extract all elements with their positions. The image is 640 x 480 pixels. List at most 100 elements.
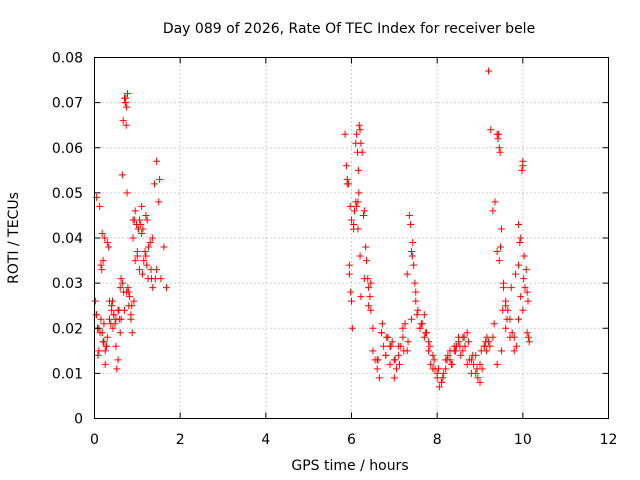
- data-point: [123, 103, 131, 111]
- data-point: [138, 270, 146, 278]
- y-tick-label: 0.03: [52, 276, 83, 292]
- data-point: [109, 324, 117, 332]
- data-point: [122, 121, 130, 129]
- data-point: [493, 248, 501, 256]
- data-point: [144, 243, 152, 251]
- y-tick-label: 0.07: [52, 96, 83, 112]
- data-point: [143, 216, 151, 224]
- data-point: [482, 338, 490, 346]
- data-point: [435, 383, 443, 391]
- x-tick-label: 0: [90, 432, 99, 448]
- data-point: [350, 207, 358, 215]
- data-point: [523, 288, 531, 296]
- y-tick-labels: 0 0.01 0.02 0.03 0.04 0.05 0.06 0.07 0.08: [52, 51, 83, 428]
- data-point: [143, 261, 151, 269]
- data-point: [387, 342, 395, 350]
- data-point: [151, 275, 159, 283]
- data-point: [400, 347, 408, 355]
- data-point: [105, 315, 113, 323]
- data-point: [407, 220, 415, 228]
- data-point: [443, 356, 451, 364]
- data-point: [515, 315, 523, 323]
- data-point: [112, 342, 120, 350]
- data-point: [521, 284, 529, 292]
- data-point: [102, 342, 110, 350]
- data-point: [365, 302, 373, 310]
- data-point: [357, 293, 365, 301]
- data-point: [129, 234, 137, 242]
- data-point: [485, 67, 493, 75]
- data-point: [142, 211, 150, 219]
- data-point: [469, 351, 477, 359]
- data-point: [391, 356, 399, 364]
- data-point: [118, 171, 126, 179]
- data-point: [354, 198, 362, 206]
- x-axis-label: GPS time / hours: [291, 458, 408, 474]
- data-point: [524, 297, 532, 305]
- data-point: [153, 157, 161, 165]
- data-point: [399, 333, 407, 341]
- data-point: [456, 342, 464, 350]
- x-tick-label: 4: [261, 432, 270, 448]
- x-tick-labels: 0 2 4 6 8 10 12: [90, 432, 617, 448]
- data-point: [342, 162, 350, 170]
- data-point: [356, 252, 364, 260]
- data-point: [95, 347, 103, 355]
- data-point: [407, 248, 415, 256]
- data-point: [131, 207, 139, 215]
- data-point: [133, 252, 141, 260]
- data-point: [375, 374, 383, 382]
- data-point: [410, 261, 418, 269]
- data-point: [425, 347, 433, 355]
- data-point: [116, 329, 124, 337]
- data-point: [130, 297, 138, 305]
- data-point: [422, 329, 430, 337]
- data-point: [497, 243, 505, 251]
- data-point: [386, 360, 394, 368]
- data-points: [91, 67, 533, 391]
- data-point: [493, 360, 501, 368]
- data-point: [502, 324, 510, 332]
- data-point: [140, 257, 148, 265]
- data-point: [369, 347, 377, 355]
- data-point: [98, 329, 106, 337]
- data-point: [499, 306, 507, 314]
- x-tick-label: 8: [433, 432, 442, 448]
- data-point: [388, 338, 396, 346]
- data-point: [91, 297, 99, 305]
- data-point: [430, 356, 438, 364]
- data-point: [420, 333, 428, 341]
- data-point: [142, 252, 150, 260]
- data-point: [417, 320, 425, 328]
- data-point: [497, 347, 505, 355]
- data-point: [149, 284, 157, 292]
- data-point: [437, 378, 445, 386]
- data-point: [500, 284, 508, 292]
- data-point: [496, 148, 504, 156]
- data-point: [515, 261, 523, 269]
- data-point: [452, 347, 460, 355]
- data-point: [512, 270, 520, 278]
- data-point: [486, 342, 494, 350]
- data-point: [360, 275, 368, 283]
- data-point: [114, 306, 122, 314]
- data-point: [355, 121, 363, 129]
- data-point: [413, 311, 421, 319]
- data-point: [146, 239, 154, 247]
- data-point: [522, 266, 530, 274]
- data-point: [412, 288, 420, 296]
- data-point: [108, 297, 116, 305]
- data-point: [122, 94, 130, 102]
- data-point: [395, 342, 403, 350]
- data-point: [99, 338, 107, 346]
- data-point: [464, 338, 472, 346]
- data-point: [515, 220, 523, 228]
- data-point: [341, 130, 349, 138]
- y-axis-label: ROTI / TECUs: [6, 192, 22, 284]
- data-point: [350, 225, 358, 233]
- data-point: [395, 351, 403, 359]
- data-point: [353, 130, 361, 138]
- data-point: [377, 329, 385, 337]
- data-point: [360, 207, 368, 215]
